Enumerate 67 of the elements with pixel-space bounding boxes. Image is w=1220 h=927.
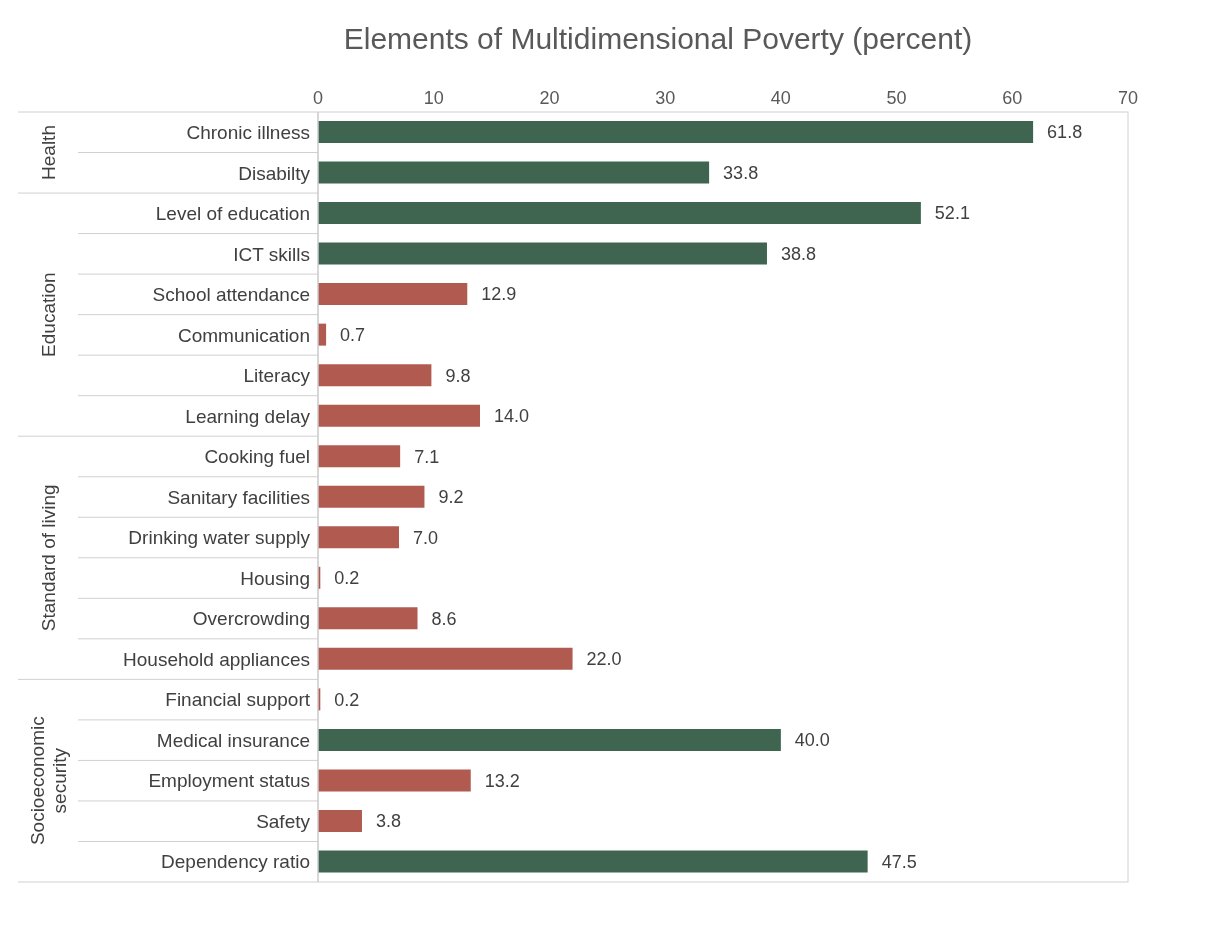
x-tick-label: 70 [1117, 88, 1139, 108]
bar [318, 607, 418, 630]
y-tick-label: Housing [240, 567, 310, 589]
text: Standard of living [38, 484, 59, 632]
data-label: 7.1 [414, 446, 440, 467]
bar [318, 242, 767, 265]
data-label: 0.2 [334, 689, 360, 710]
y-tick-label: Overcrowding [192, 608, 310, 630]
y-tick-label: ICT skills [233, 243, 310, 265]
data-label: 22.0 [586, 649, 622, 670]
data-label: 47.5 [881, 851, 917, 872]
data-label: 12.9 [481, 284, 517, 305]
y-tick-label: Sanitary facilities [167, 486, 310, 508]
data-label: 0.2 [334, 568, 360, 589]
bar [318, 161, 710, 184]
bar [318, 202, 921, 225]
data-label: 40.0 [794, 730, 830, 751]
data-label: 52.1 [934, 203, 970, 224]
bar [318, 526, 399, 549]
data-label: 13.2 [484, 770, 520, 791]
y-tick-label: Dependency ratio [161, 851, 310, 873]
data-label: 0.7 [340, 325, 366, 346]
x-tick-label: 0 [312, 88, 324, 108]
bar [318, 485, 425, 508]
bar [318, 728, 781, 751]
y-tick-label: Safety [256, 810, 311, 832]
data-label: 33.8 [723, 162, 759, 183]
bar [318, 769, 471, 792]
y-tick-label: Drinking water supply [128, 527, 311, 549]
y-tick-label: Household appliances [123, 648, 310, 670]
x-tick-label: 30 [655, 88, 676, 108]
text: Health [38, 125, 59, 180]
x-tick-label: 10 [423, 88, 444, 108]
data-label: 38.8 [780, 243, 817, 264]
bar [318, 283, 468, 306]
y-tick-label: Medical insurance [156, 729, 310, 751]
data-label: 3.8 [375, 811, 401, 832]
bar [318, 809, 362, 832]
data-label: 9.8 [445, 365, 471, 386]
bar [318, 445, 401, 468]
y-tick-label: Chronic illness [186, 122, 310, 144]
bar [318, 364, 432, 387]
text: Socioeconomic security [27, 716, 70, 846]
y-tick-label: Communication [178, 324, 310, 346]
y-tick-label: Level of education [155, 203, 310, 225]
bar [318, 850, 868, 873]
x-tick-label: 60 [1002, 88, 1023, 108]
data-label: 8.6 [431, 608, 457, 629]
y-tick-label: Employment status [148, 770, 310, 792]
bar [318, 121, 1034, 143]
data-label: 7.0 [413, 527, 439, 548]
y-tick-label: Cooking fuel [204, 446, 310, 468]
y-tick-label: Financial support [165, 689, 311, 711]
y-tick-label: Disabilty [238, 162, 311, 184]
y-tick-label: Literacy [243, 365, 311, 387]
x-tick-label: 20 [539, 88, 560, 108]
text: Education [38, 272, 59, 357]
data-label: 14.0 [494, 406, 530, 427]
x-tick-label: 50 [886, 88, 907, 108]
bar [318, 647, 573, 670]
data-label: 61.8 [1047, 122, 1083, 143]
y-tick-label: Learning delay [185, 405, 311, 427]
bar [318, 404, 480, 427]
chart-title: Elements of Multidimensional Poverty (percent) [342, 21, 974, 57]
data-label: 9.2 [438, 487, 464, 508]
x-tick-label: 40 [770, 88, 791, 108]
y-tick-label: School attendance [152, 284, 310, 306]
